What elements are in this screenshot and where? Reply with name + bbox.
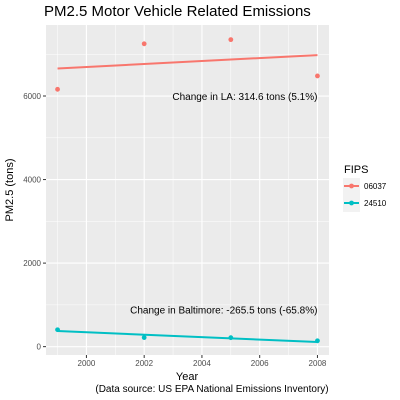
legend-label: 06037	[364, 182, 387, 191]
legend-key-point	[349, 200, 354, 206]
data-point-24510	[141, 335, 147, 340]
y-tick-label: 2000	[23, 259, 41, 268]
legend-title: FIPS	[344, 164, 368, 176]
chart-title: PM2.5 Motor Vehicle Related Emissions	[44, 3, 311, 20]
data-point-06037	[315, 73, 320, 79]
y-axis-ticks: 0 2000 4000 6000	[23, 92, 46, 352]
x-tick-label: 2000	[78, 359, 96, 368]
legend: FIPS 06037 24510	[343, 164, 387, 212]
data-point-24510	[55, 327, 60, 333]
trend-line-06037	[57, 54, 318, 70]
annotation-baltimore: Change in Baltimore: -265.5 tons (-65.8%…	[130, 305, 317, 316]
annotation-la: Change in LA: 314.6 tons (5.1%)	[172, 92, 317, 103]
legend-entries: 06037 24510	[343, 178, 387, 212]
y-tick-label: 4000	[23, 176, 41, 185]
plot-panel	[46, 25, 329, 355]
grid	[46, 25, 329, 355]
trend-line-24510	[57, 329, 318, 344]
y-axis-title: PM2.5 (tons)	[4, 159, 16, 222]
x-axis-ticks: 2000 2002 2004 2006 2008	[78, 355, 327, 368]
legend-label: 24510	[364, 199, 387, 208]
legend-key-point	[349, 183, 354, 189]
chart-caption: (Data source: US EPA National Emissions …	[95, 384, 328, 395]
data-point-24510	[315, 338, 320, 344]
data-point-06037	[141, 41, 147, 47]
data-points	[55, 37, 320, 344]
y-tick-label: 6000	[23, 92, 41, 101]
trend-lines	[57, 54, 318, 344]
data-point-24510	[228, 335, 234, 341]
data-point-06037	[55, 86, 60, 92]
x-axis-title: Year	[176, 371, 199, 383]
x-tick-label: 2006	[251, 359, 269, 368]
y-tick-label: 0	[37, 343, 42, 352]
x-tick-label: 2004	[193, 359, 211, 368]
x-tick-label: 2008	[309, 359, 327, 368]
x-tick-label: 2002	[135, 359, 153, 368]
data-point-06037	[228, 37, 234, 43]
